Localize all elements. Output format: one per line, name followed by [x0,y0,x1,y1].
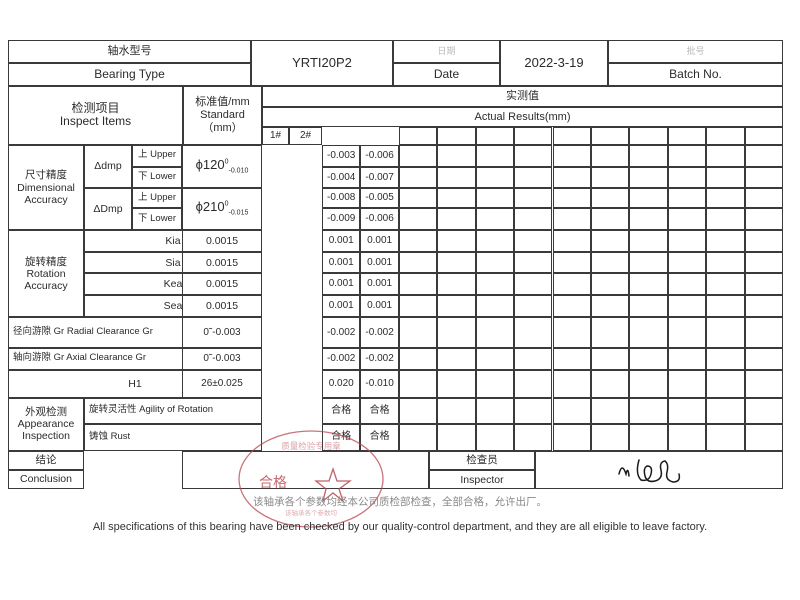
svg-text:合格: 合格 [259,474,287,490]
svg-text:该轴承各个参数均: 该轴承各个参数均 [285,508,338,517]
svg-text:质量检验专用章: 质量检验专用章 [281,441,341,451]
